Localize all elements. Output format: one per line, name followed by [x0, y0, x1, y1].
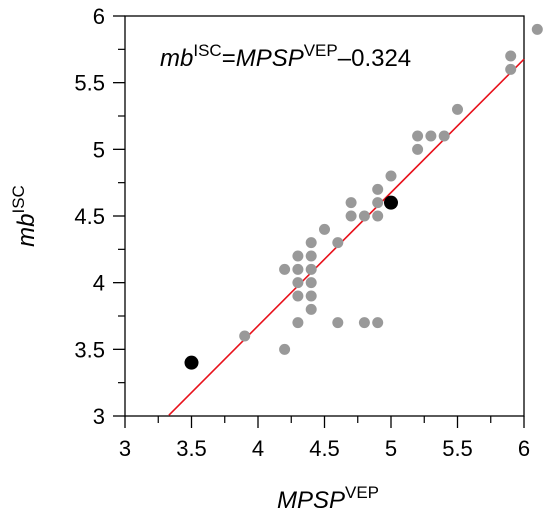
fit-line-group	[168, 58, 525, 416]
data-point-gray	[345, 197, 357, 209]
data-point-gray	[372, 197, 384, 209]
equation-rhs: MPSP	[236, 45, 304, 72]
data-point-gray	[372, 210, 384, 222]
data-point-gray	[279, 263, 291, 275]
data-point-gray	[332, 317, 344, 329]
data-point-gray	[319, 223, 330, 235]
data-point-gray	[412, 130, 424, 142]
data-point-gray	[358, 317, 370, 329]
data-point-gray	[305, 303, 317, 315]
x-tick-label: 5	[385, 436, 397, 461]
data-point-gray	[239, 330, 251, 342]
y-tick-label: 3	[93, 404, 105, 429]
data-point-gray	[305, 277, 317, 289]
data-point-gray	[452, 103, 463, 115]
equation-tail: –0.324	[338, 45, 411, 72]
fit-line	[168, 58, 525, 416]
data-point-gray	[385, 170, 397, 182]
data-point-gray	[292, 317, 304, 329]
x-axis-label-main: MPSP	[277, 487, 345, 514]
x-tick-label: 3	[119, 436, 131, 461]
y-tick-label: 5.5	[74, 71, 105, 96]
data-point-gray	[505, 50, 517, 62]
data-point-gray	[292, 263, 304, 275]
plot-frame	[124, 15, 525, 417]
equation-rhs-sup: VEP	[304, 41, 338, 60]
y-tick-label: 3.5	[74, 337, 105, 362]
y-axis-label-sup: ISC	[9, 185, 28, 213]
data-point-gray	[292, 290, 304, 302]
y-tick-label: 4	[93, 271, 105, 296]
x-tick-label: 6	[518, 436, 530, 461]
data-point-gray	[279, 343, 291, 355]
y-tick-label: 5	[93, 137, 105, 162]
data-point-gray	[372, 183, 384, 195]
axes: 3 3.5 4 4.5 5 5.5 6 3 3.5 4 4.5 5 5.5 6	[74, 4, 530, 461]
x-axis-label-sup: VEP	[345, 483, 379, 502]
y-axis-label-main: mb	[13, 214, 40, 247]
data-point-black	[384, 195, 398, 210]
y-axis-label: mbISC	[9, 185, 40, 247]
equation-annotation: mbISC=MPSPVEP–0.324	[160, 41, 411, 72]
x-axis-label: MPSPVEP	[277, 483, 379, 514]
y-tick-label: 6	[93, 4, 105, 29]
data-point-gray	[345, 210, 357, 222]
data-point-gray	[372, 317, 384, 329]
x-tick-label: 3.5	[176, 436, 207, 461]
data-point-gray	[292, 277, 304, 289]
data-point-gray	[305, 263, 317, 275]
data-points	[184, 23, 543, 370]
data-point-gray	[305, 237, 317, 249]
y-tick-label: 4.5	[74, 204, 105, 229]
data-point-gray	[292, 250, 304, 262]
data-point-gray	[438, 130, 450, 142]
equation-lhs-sup: ISC	[193, 41, 221, 60]
data-point-gray	[332, 237, 344, 249]
data-point-gray	[358, 210, 370, 222]
equation-lhs: mb	[160, 45, 193, 72]
data-point-black	[184, 355, 199, 370]
data-point-gray	[305, 290, 317, 302]
equation-equals: =	[222, 45, 236, 72]
x-tick-label: 4	[252, 436, 264, 461]
data-point-gray	[305, 250, 317, 262]
data-point-gray	[505, 63, 517, 75]
data-point-gray	[412, 143, 424, 155]
data-point-gray	[531, 23, 543, 35]
x-tick-label: 4.5	[309, 436, 340, 461]
x-tick-label: 5.5	[442, 436, 473, 461]
data-point-gray	[425, 130, 437, 142]
